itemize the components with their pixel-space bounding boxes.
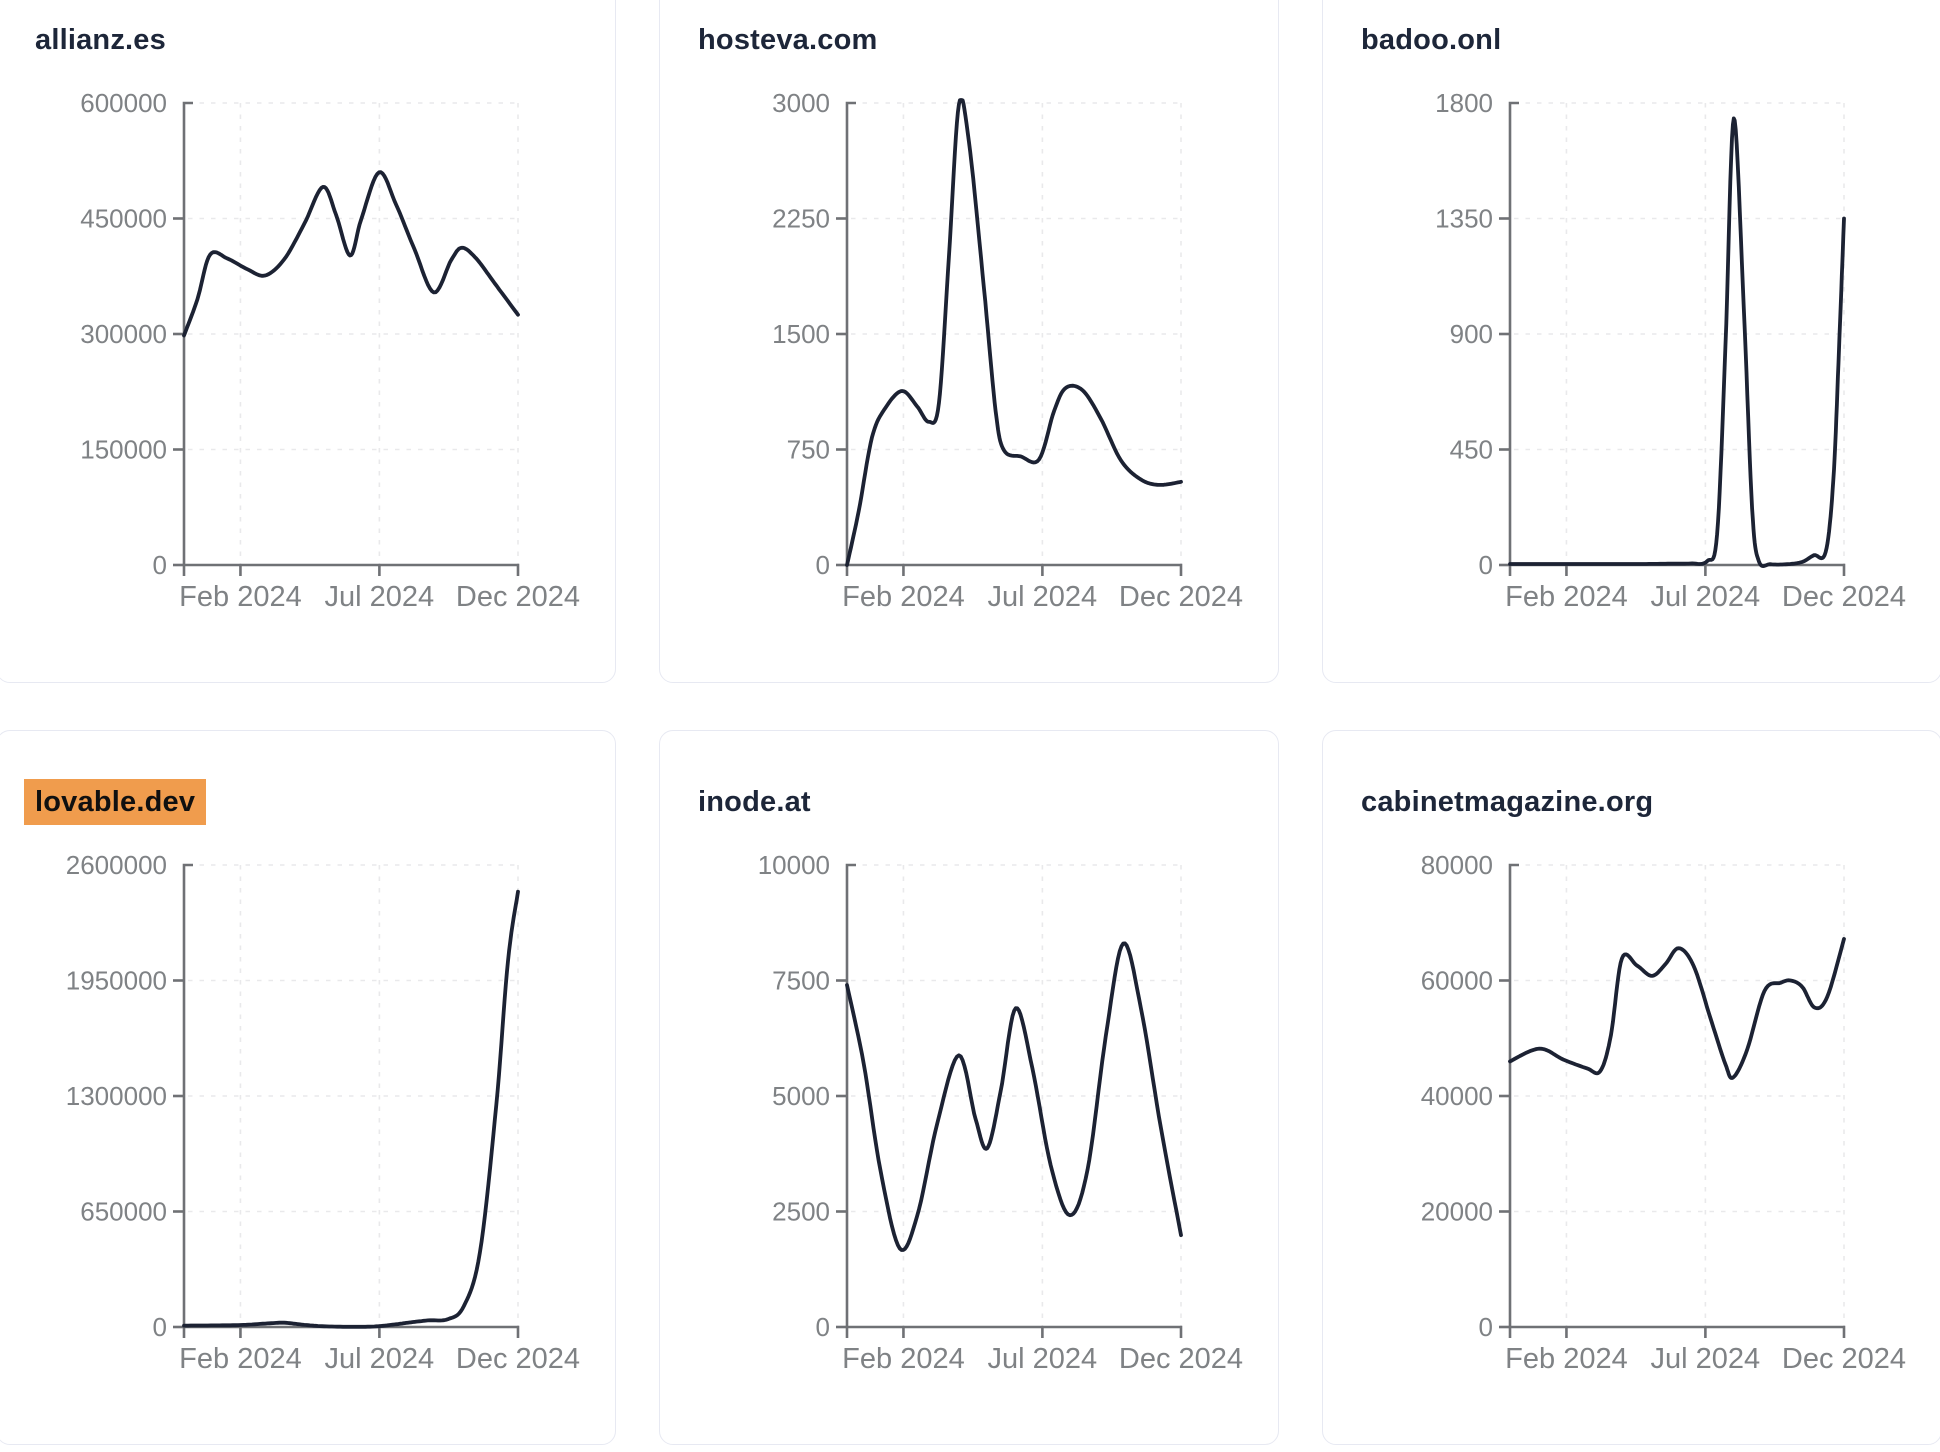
domain-title: allianz.es: [35, 24, 166, 57]
svg-text:3000: 3000: [772, 88, 830, 118]
svg-text:Feb 2024: Feb 2024: [842, 1343, 965, 1375]
domain-title: cabinetmagazine.org: [1361, 786, 1653, 819]
line-chart: 0 650000 1300000 1950000 2600000 Feb 2024 Jul …: [66, 850, 580, 1375]
svg-text:1500: 1500: [772, 319, 830, 349]
svg-text:650000: 650000: [80, 1197, 167, 1227]
line-chart: 0 2500 5000 7500 10000 Feb 2024 Jul 2024 Dec 20…: [758, 850, 1243, 1375]
line-chart: 0 750 1500 2250 3000 Feb 2024 Jul 2024 Dec 2024: [772, 88, 1243, 613]
domain-title: badoo.onl: [1361, 24, 1501, 57]
svg-text:900: 900: [1450, 319, 1493, 349]
svg-text:7500: 7500: [772, 966, 830, 996]
svg-text:150000: 150000: [80, 435, 167, 465]
svg-text:0: 0: [816, 550, 830, 580]
svg-text:20000: 20000: [1421, 1197, 1493, 1227]
svg-text:1800: 1800: [1435, 88, 1493, 118]
domain-title: hosteva.com: [698, 24, 878, 57]
svg-text:Feb 2024: Feb 2024: [179, 581, 302, 613]
svg-text:2600000: 2600000: [66, 850, 167, 880]
svg-text:0: 0: [153, 1312, 167, 1342]
chart-card-inode-at: inode.at 0 2500 5000 7500 10000 Feb 2024 Jul 2…: [659, 730, 1279, 1445]
domain-title: lovable.dev: [24, 779, 207, 825]
svg-text:5000: 5000: [772, 1081, 830, 1111]
svg-text:Dec 2024: Dec 2024: [456, 581, 580, 613]
line-chart: 0 150000 300000 450000 600000 Feb 2024 Jul 202…: [80, 88, 580, 613]
svg-text:Dec 2024: Dec 2024: [1782, 1343, 1906, 1375]
svg-text:1950000: 1950000: [66, 966, 167, 996]
svg-text:Jul 2024: Jul 2024: [325, 581, 435, 613]
chart-card-badoo-onl: badoo.onl 0 450 900 1350 1800 Feb 2024 Jul 202…: [1322, 0, 1940, 683]
domain-title-text: hosteva.com: [698, 24, 878, 56]
svg-text:2250: 2250: [772, 204, 830, 234]
svg-text:1350: 1350: [1435, 204, 1493, 234]
domain-title-text: inode.at: [698, 786, 811, 818]
domain-title-text: cabinetmagazine.org: [1361, 786, 1654, 818]
svg-text:0: 0: [816, 1312, 830, 1342]
svg-text:300000: 300000: [80, 319, 167, 349]
svg-text:Dec 2024: Dec 2024: [456, 1343, 580, 1375]
svg-text:Dec 2024: Dec 2024: [1119, 1343, 1243, 1375]
svg-text:750: 750: [787, 435, 830, 465]
svg-text:0: 0: [1479, 550, 1493, 580]
svg-text:80000: 80000: [1421, 850, 1493, 880]
chart-card-hosteva-com: hosteva.com 0 750 1500 2250 3000 Feb 2024 Jul …: [659, 0, 1279, 683]
svg-text:Feb 2024: Feb 2024: [1505, 581, 1628, 613]
svg-text:2500: 2500: [772, 1197, 830, 1227]
svg-text:0: 0: [153, 550, 167, 580]
svg-text:450000: 450000: [80, 204, 167, 234]
domain-title: inode.at: [698, 786, 811, 819]
svg-text:Dec 2024: Dec 2024: [1782, 581, 1906, 613]
svg-text:0: 0: [1479, 1312, 1493, 1342]
svg-text:1300000: 1300000: [66, 1081, 167, 1111]
domain-title-text: allianz.es: [35, 24, 166, 56]
svg-text:Jul 2024: Jul 2024: [1651, 581, 1761, 613]
svg-text:40000: 40000: [1421, 1081, 1493, 1111]
domain-title-text: badoo.onl: [1361, 24, 1502, 56]
svg-text:Jul 2024: Jul 2024: [988, 581, 1098, 613]
line-chart: 0 450 900 1350 1800 Feb 2024 Jul 2024 Dec 2024: [1435, 88, 1906, 613]
chart-card-lovable-dev: lovable.dev 0 650000 1300000 1950000 2600000…: [0, 730, 616, 1445]
svg-text:Feb 2024: Feb 2024: [1505, 1343, 1628, 1375]
domain-title-text: lovable.dev: [24, 779, 207, 825]
chart-card-allianz-es: allianz.es 0 150000 300000 450000 600000 Feb …: [0, 0, 616, 683]
svg-text:Jul 2024: Jul 2024: [988, 1343, 1098, 1375]
svg-text:60000: 60000: [1421, 966, 1493, 996]
svg-text:Feb 2024: Feb 2024: [842, 581, 965, 613]
svg-text:Dec 2024: Dec 2024: [1119, 581, 1243, 613]
svg-text:Jul 2024: Jul 2024: [1651, 1343, 1761, 1375]
svg-text:10000: 10000: [758, 850, 830, 880]
svg-text:Feb 2024: Feb 2024: [179, 1343, 302, 1375]
line-chart: 0 20000 40000 60000 80000 Feb 2024 Jul 2024 Dec…: [1421, 850, 1906, 1375]
svg-text:Jul 2024: Jul 2024: [325, 1343, 435, 1375]
svg-text:450: 450: [1450, 435, 1493, 465]
svg-text:600000: 600000: [80, 88, 167, 118]
chart-card-cabinetmagazine-org: cabinetmagazine.org 0 20000 40000 60000 8000…: [1322, 730, 1940, 1445]
